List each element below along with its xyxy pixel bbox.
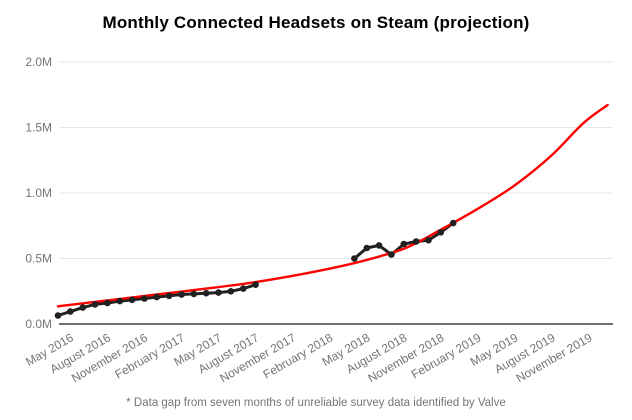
data-point[interactable]	[425, 236, 432, 244]
data-point[interactable]	[449, 219, 457, 227]
data-point[interactable]	[153, 293, 161, 301]
y-tick-label: 0.0M	[25, 317, 52, 331]
data-point[interactable]	[54, 312, 62, 319]
data-point[interactable]	[388, 251, 395, 258]
y-tick-label: 2.0M	[25, 55, 52, 69]
data-point[interactable]	[178, 291, 185, 298]
data-point[interactable]	[190, 290, 198, 298]
y-tick-label: 0.5M	[25, 252, 52, 266]
data-point[interactable]	[351, 255, 358, 262]
data-point[interactable]	[252, 281, 259, 289]
actual-monthly-headsets-2018-line	[352, 221, 455, 260]
data-point[interactable]	[104, 299, 111, 307]
data-point[interactable]	[165, 292, 173, 300]
data-point[interactable]	[141, 295, 148, 302]
chart-title: Monthly Connected Headsets on Steam (pro…	[102, 13, 530, 32]
data-point[interactable]	[240, 285, 247, 292]
data-point[interactable]	[412, 238, 420, 245]
data-point[interactable]	[202, 289, 210, 297]
data-point[interactable]	[400, 240, 408, 248]
y-tick-label: 1.0M	[25, 186, 52, 200]
data-point[interactable]	[215, 289, 222, 296]
data-point[interactable]	[437, 229, 445, 236]
data-point[interactable]	[227, 288, 235, 295]
data-point[interactable]	[116, 297, 124, 305]
y-tick-label: 1.5M	[25, 121, 52, 135]
chart-footnote: * Data gap from seven months of unreliab…	[126, 397, 506, 409]
data-point[interactable]	[363, 244, 371, 252]
data-point[interactable]	[375, 242, 383, 249]
projection-curve	[56, 103, 609, 308]
data-point[interactable]	[79, 304, 86, 311]
data-point[interactable]	[128, 296, 136, 304]
data-point[interactable]	[91, 301, 99, 308]
data-point[interactable]	[67, 308, 74, 315]
